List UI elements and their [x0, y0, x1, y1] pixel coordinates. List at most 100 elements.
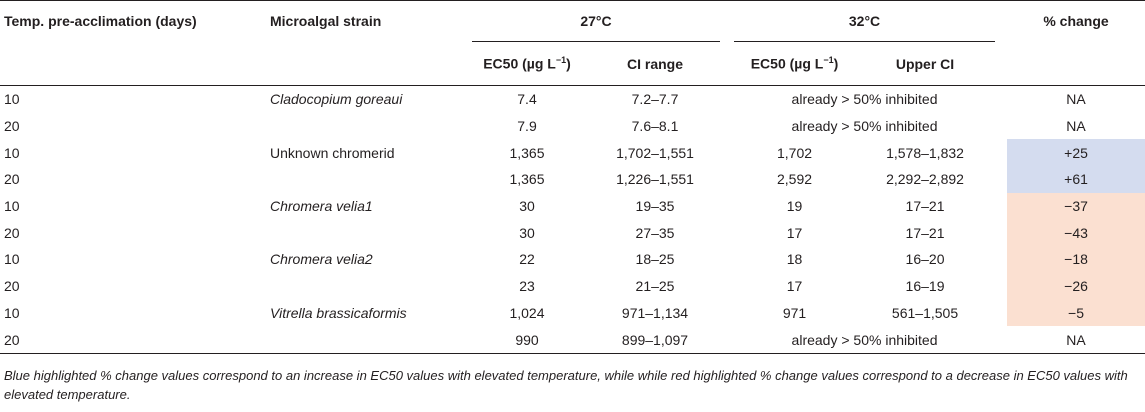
- cell-ec50-32: 17: [786, 278, 803, 295]
- cell-strain: [270, 273, 472, 300]
- header-spacer: [582, 41, 590, 86]
- cell-change: −26: [1007, 272, 1145, 300]
- header-ci32: Upper CI: [855, 41, 996, 86]
- cell-days: 20: [4, 278, 20, 295]
- header-spacer: [995, 41, 1008, 86]
- table-row: 20 1,365 1,226–1,551 2,592 2,292–2,892 +61: [0, 166, 1145, 193]
- header-ec50-32: EC50 (µg L−1): [734, 41, 856, 86]
- cell-ci27: 7.2–7.7: [631, 91, 679, 108]
- header-32c: 32°C: [734, 0, 996, 42]
- header-spacer: [720, 0, 735, 42]
- cell-spacer: [720, 139, 734, 166]
- cell-strain: Cladocopium goreaui: [270, 91, 403, 108]
- cell-ec50-27: 990: [472, 326, 582, 354]
- cell-spacer: [582, 273, 590, 300]
- cell-spacer: [720, 246, 734, 273]
- table-row: 10 Unknown chromerid 1,365 1,702–1,551 1,702…: [0, 139, 1145, 167]
- cell-spacer: [582, 166, 590, 193]
- cell-strain: Chromera velia1: [270, 198, 373, 215]
- table-body: 10 Cladocopium goreaui 7.4 7.2–7.7 already >…: [0, 86, 1145, 354]
- header-blank: [1007, 41, 1145, 86]
- cell-spacer: [720, 166, 734, 193]
- cell-spacer: [720, 219, 734, 246]
- cell-strain: [270, 326, 472, 354]
- table-row: 10 Chromera velia2 22 18–25 18 16–20 −18: [0, 246, 1145, 273]
- cell-spacer: [582, 193, 590, 220]
- table-row: 10 Cladocopium goreaui 7.4 7.2–7.7 already >…: [0, 86, 1145, 113]
- cell-spacer: [720, 86, 734, 113]
- cell-strain: Vitrella brassicaformis: [270, 304, 407, 321]
- cell-spacer: [995, 139, 1007, 166]
- cell-inhibited: already > 50% inhibited: [791, 91, 938, 108]
- table-row: 20 23 21–25 17 16–19 −26: [0, 272, 1145, 300]
- cell-days: 10: [4, 144, 20, 161]
- header-blank: [270, 41, 472, 86]
- cell-ci27: 18–25: [635, 251, 675, 268]
- cell-strain: Chromera velia2: [270, 251, 373, 268]
- cell-spacer: [995, 219, 1007, 246]
- cell-spacer: [995, 193, 1007, 220]
- cell-spacer: [720, 113, 734, 140]
- header-change: % change: [1007, 0, 1145, 42]
- cell-spacer: [582, 86, 590, 113]
- cell-ci27: 27–35: [635, 224, 675, 241]
- cell-ci32: 1,578–1,832: [886, 144, 964, 161]
- table-row: 20 30 27–35 17 17–21 −43: [0, 219, 1145, 247]
- cell-days: 10: [4, 91, 20, 108]
- cell-ci27: 7.6–8.1: [631, 118, 679, 135]
- cell-spacer: [995, 300, 1007, 327]
- cell-spacer: [995, 326, 1008, 354]
- cell-change: −5: [1007, 299, 1145, 327]
- cell-change: NA: [1066, 118, 1086, 135]
- cell-change: −18: [1007, 246, 1145, 273]
- cell-spacer: [995, 246, 1007, 273]
- cell-change: +25: [1007, 139, 1145, 167]
- cell-ci32: 17–21: [905, 198, 945, 215]
- data-table: Temp. pre-acclimation (days) Microalgal …: [0, 0, 1145, 354]
- cell-ci27: 971–1,134: [621, 304, 689, 321]
- header-27c: 27°C: [472, 0, 721, 42]
- cell-ec50-27: 1,024: [509, 304, 545, 321]
- cell-ci32: 561–1,505: [891, 304, 959, 321]
- header-strain: Microalgal strain: [270, 0, 472, 42]
- header-ec50-27: EC50 (µg L−1): [472, 41, 582, 86]
- cell-ec50-27: 7.4: [517, 91, 537, 108]
- footnote: Blue highlighted % change values corresp…: [4, 368, 1128, 402]
- cell-change: NA: [1066, 91, 1086, 108]
- cell-ec50-27: 30: [519, 198, 535, 215]
- cell-ec50-32: 2,592: [776, 171, 813, 188]
- cell-ec50-27: 1,365: [509, 144, 545, 161]
- cell-ci32: 2,292–2,892: [886, 171, 964, 188]
- cell-spacer: [995, 273, 1007, 300]
- cell-inhibited: already > 50% inhibited: [734, 326, 996, 354]
- cell-days: 10: [4, 304, 20, 321]
- cell-strain: [270, 166, 472, 193]
- cell-ec50-32: 19: [786, 198, 803, 215]
- cell-ci27: 1,702–1,551: [616, 144, 694, 161]
- cell-spacer: [720, 193, 734, 220]
- cell-ec50-27: 1,365: [509, 171, 545, 188]
- cell-spacer: [582, 326, 590, 354]
- cell-days: 20: [4, 224, 20, 241]
- cell-ci27: 19–35: [635, 198, 675, 215]
- cell-spacer: [995, 166, 1007, 193]
- table-row: 20 7.9 7.6–8.1 already > 50% inhibited NA: [0, 113, 1145, 140]
- cell-ec50-32: 18: [786, 251, 803, 268]
- cell-ec50-27: 7.9: [517, 118, 537, 135]
- cell-spacer: [582, 246, 590, 273]
- cell-ci27: 21–25: [635, 278, 675, 295]
- cell-change: −37: [1007, 192, 1145, 220]
- cell-spacer: [995, 86, 1007, 113]
- cell-spacer: [995, 113, 1007, 140]
- cell-days: 10: [4, 198, 20, 215]
- cell-spacer: [582, 113, 590, 140]
- cell-inhibited: already > 50% inhibited: [791, 118, 938, 135]
- cell-strain: [270, 113, 472, 140]
- cell-ci32: 17–21: [905, 224, 945, 241]
- header-blank: [0, 41, 270, 86]
- cell-days: 10: [4, 251, 20, 268]
- cell-ec50-27: 22: [519, 251, 535, 268]
- cell-spacer: [720, 326, 735, 354]
- cell-strain: Unknown chromerid: [270, 144, 395, 161]
- cell-days: 20: [4, 171, 20, 188]
